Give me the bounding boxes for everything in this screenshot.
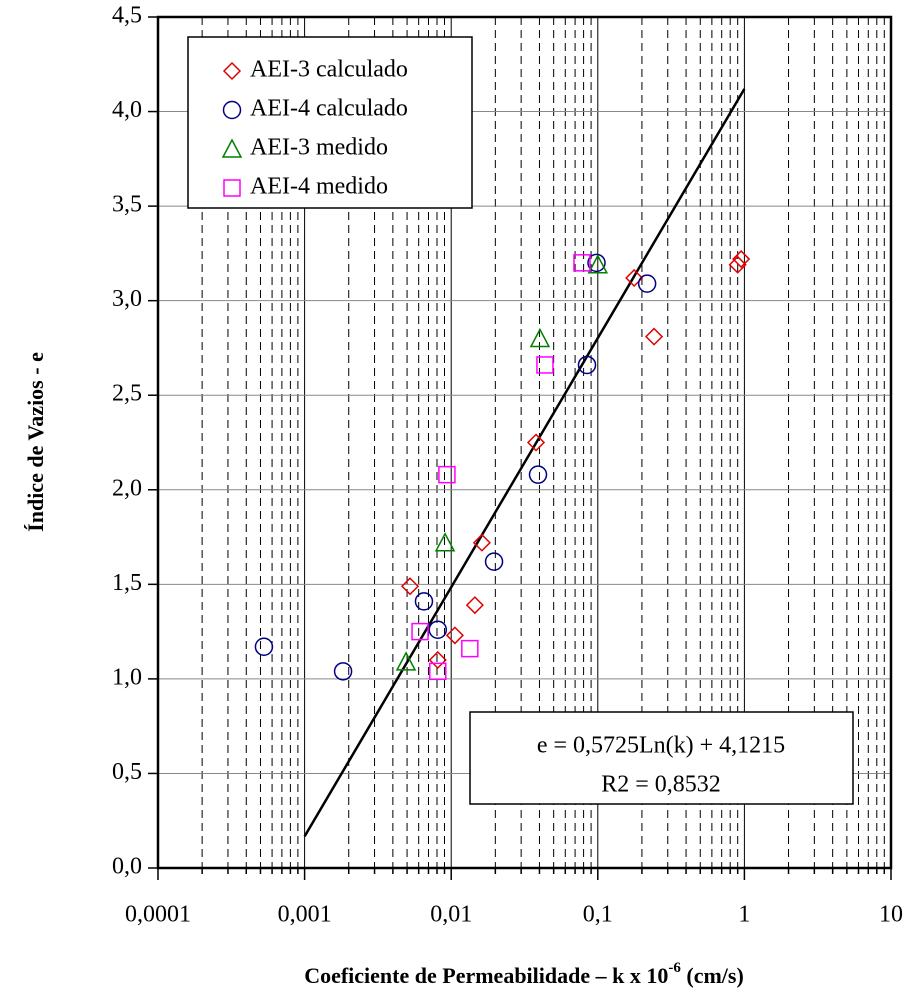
y-tick-label: 4,5 (112, 3, 142, 29)
point (465, 596, 484, 615)
point (400, 577, 420, 596)
x-axis-label-end: (cm/s) (681, 963, 744, 988)
point (411, 622, 429, 641)
point (333, 662, 353, 681)
legend-marker (221, 138, 243, 158)
point (645, 327, 664, 346)
x-axis-label-main: Coeficiente de Permeabilidade – k x 10 (304, 963, 668, 988)
y-tick-label: 4,0 (112, 97, 142, 123)
x-tick-label: 0,0001 (125, 902, 191, 928)
point (587, 253, 606, 273)
point (573, 254, 591, 272)
point (577, 355, 597, 375)
y-tick-label: 1,0 (112, 664, 142, 690)
x-tick-label: 10 (879, 902, 903, 928)
point (438, 465, 456, 484)
point (434, 532, 456, 552)
y-tick-label: 0,0 (112, 854, 142, 880)
point (428, 620, 448, 639)
point (254, 637, 274, 656)
point (484, 552, 504, 571)
legend-label: AEI-4 medido (250, 174, 388, 200)
trendline (303, 88, 746, 838)
y-tick-label: 0,5 (112, 759, 142, 785)
legend-label: AEI-4 calculado (250, 96, 408, 122)
point (536, 356, 554, 374)
x-tick-label: 0,001 (278, 902, 332, 928)
legend-label: AEI-3 medido (250, 135, 388, 161)
y-tick-label: 2,0 (112, 475, 142, 501)
x-tick-label: 1 (738, 902, 750, 928)
annotation: e = 0,5725Ln(k) + 4,1215 (537, 733, 785, 759)
annotation: R2 = 0,8532 (601, 772, 721, 798)
x-axis-label-sup: -6 (668, 960, 681, 976)
legend-marker (222, 61, 242, 81)
marks (254, 88, 751, 838)
point (429, 662, 447, 681)
y-tick-label: 3,0 (112, 286, 142, 312)
x-tick-label: 0,01 (430, 902, 472, 928)
annotation-box (469, 711, 854, 805)
point (414, 592, 434, 611)
legend-marker (223, 179, 241, 197)
x-tick-label: 0,1 (583, 902, 613, 928)
point (395, 651, 417, 671)
point (528, 465, 548, 484)
point (526, 433, 546, 452)
point (732, 250, 751, 269)
y-axis-label: Índice de Vazios - e (23, 352, 48, 532)
point (728, 255, 747, 274)
point (587, 254, 609, 274)
point (461, 639, 479, 658)
point (472, 533, 491, 552)
y-tick-label: 2,5 (112, 381, 142, 407)
point (428, 650, 447, 670)
y-tick-label: 1,5 (112, 570, 142, 596)
legend-marker (222, 100, 242, 120)
point (637, 274, 657, 293)
point (625, 268, 644, 288)
point (529, 327, 551, 348)
x-axis-label: Coeficiente de Permeabilidade – k x 10-6… (304, 960, 744, 988)
y-tick-label: 3,5 (112, 192, 142, 218)
legend-label: AEI-3 calculado (250, 57, 408, 83)
point (445, 626, 464, 645)
plot-frame (156, 15, 893, 870)
